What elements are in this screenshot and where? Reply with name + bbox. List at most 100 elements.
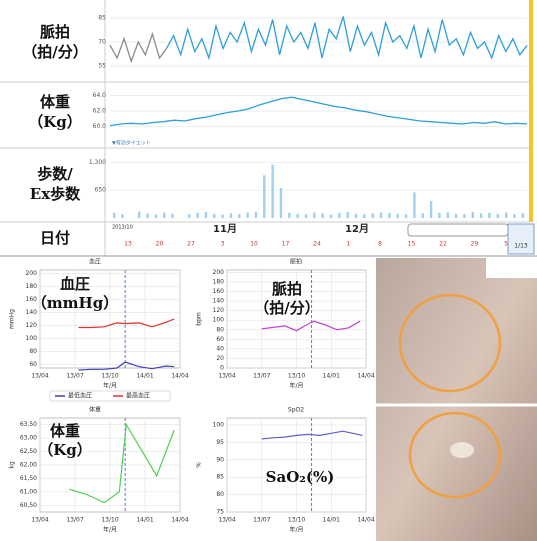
bar: [522, 213, 524, 218]
bar: [230, 213, 232, 218]
chart-title: 体重: [89, 406, 101, 414]
day-label: 3: [221, 241, 225, 248]
screen: 脈拍（拍/分）857055体重（Kg）64.062.060.0▼有効ダイエット歩…: [0, 0, 537, 541]
bar: [355, 214, 357, 218]
y-axis-label: bpm: [196, 312, 203, 326]
overlay-label: 体重: [50, 422, 80, 440]
bar: [463, 214, 465, 218]
bar: [205, 212, 207, 218]
day-label: 8: [378, 241, 382, 248]
x-tick-label: 14/01: [136, 373, 153, 380]
lesion: [450, 442, 474, 458]
row-label: Ex歩数: [30, 185, 81, 203]
note: ▼有効ダイエット: [112, 140, 151, 147]
bar: [155, 215, 157, 218]
photo-bg: [486, 258, 537, 278]
x-axis-label: 年/月: [103, 526, 117, 534]
row-label: （拍/分）: [22, 43, 87, 61]
x-tick-label: 13/04: [31, 517, 48, 524]
bar: [221, 215, 223, 218]
bar: [338, 213, 340, 218]
y-tick-label: 61,00: [20, 488, 37, 495]
y-tick-label: 60.0: [93, 123, 107, 130]
month-label: 11月: [213, 223, 237, 235]
y-tick-label: 80: [29, 348, 37, 355]
y-tick-label: 55: [98, 63, 106, 70]
x-tick-label: 14/01: [323, 517, 340, 524]
bar: [430, 201, 432, 218]
overlay-label: （mmHg）: [32, 294, 118, 312]
bar: [188, 214, 190, 218]
year-label: 2013/10: [112, 225, 133, 231]
x-tick-label: 14/01: [136, 517, 153, 524]
scroll-bar: [408, 224, 508, 236]
bar: [447, 212, 449, 218]
x-tick-label: 13/04: [31, 373, 48, 380]
y-tick-label: 160: [213, 288, 225, 295]
x-tick-label: 13/07: [66, 517, 83, 524]
current-date: 1/13: [514, 243, 528, 250]
y-tick-label: 70: [98, 39, 106, 46]
y-tick-label: 62,00: [20, 462, 37, 469]
axis-label: 日付: [40, 229, 70, 247]
bar: [363, 214, 365, 218]
y-tick-label: 61,50: [20, 475, 37, 482]
day-label: 15: [408, 241, 416, 248]
y-tick-label: 40: [216, 345, 224, 352]
chart-title: 血圧: [89, 258, 101, 266]
bar: [321, 213, 323, 218]
y-tick-label: 80: [216, 491, 224, 498]
y-tick-label: 200: [26, 270, 38, 277]
x-tick-label: 13/10: [101, 517, 118, 524]
x-tick-label: 13/10: [101, 373, 118, 380]
bar: [505, 212, 507, 218]
y-tick-label: 120: [213, 307, 225, 314]
y-tick-label: 60,50: [20, 502, 37, 509]
bar: [238, 214, 240, 218]
y-tick-label: 100: [26, 335, 38, 342]
bar: [255, 212, 257, 218]
month-label: 12月: [345, 223, 369, 235]
bar: [313, 212, 315, 218]
y-tick-label: 80: [216, 326, 224, 333]
day-label: 29: [471, 241, 479, 248]
y-tick-label: 85: [216, 474, 224, 481]
day-label: 10: [250, 241, 258, 248]
overlay-label: 血圧: [60, 275, 90, 293]
overlay-label: （拍/分）: [254, 299, 319, 317]
bar: [497, 214, 499, 218]
bar: [488, 213, 490, 218]
photo: [376, 258, 537, 541]
current-date-box: [508, 224, 534, 254]
y-axis-label: %: [196, 462, 203, 468]
y-tick-label: 180: [26, 283, 38, 290]
y-tick-label: 120: [26, 322, 38, 329]
x-tick-label: 13/07: [66, 373, 83, 380]
row-label: 体重: [40, 93, 70, 111]
day-label: 27: [187, 241, 195, 248]
bar: [346, 212, 348, 218]
y-axis-label: kg: [9, 461, 16, 468]
x-tick-label: 13/07: [253, 373, 270, 380]
overlay-label: SaO₂(%): [266, 468, 335, 486]
chart-title: 脈拍: [290, 258, 302, 266]
x-tick-label: 14/01: [323, 373, 340, 380]
bar: [271, 165, 273, 218]
y-tick-label: 75: [216, 509, 224, 516]
bar: [388, 213, 390, 218]
y-tick-label: 62,50: [20, 448, 37, 455]
y-tick-label: 140: [213, 298, 225, 305]
bar: [480, 213, 482, 218]
x-tick-label: 13/10: [288, 373, 305, 380]
x-axis-label: 年/月: [289, 382, 303, 390]
bar: [380, 212, 382, 218]
bar: [146, 213, 148, 218]
y-tick-label: 0: [220, 365, 224, 372]
bar: [196, 213, 198, 218]
y-tick-label: 63,50: [20, 421, 37, 428]
day-label: 5: [504, 241, 508, 248]
day-label: 24: [313, 241, 321, 248]
x-tick-label: 13/04: [218, 373, 235, 380]
bar: [138, 212, 140, 218]
y-tick-label: 90: [216, 456, 224, 463]
